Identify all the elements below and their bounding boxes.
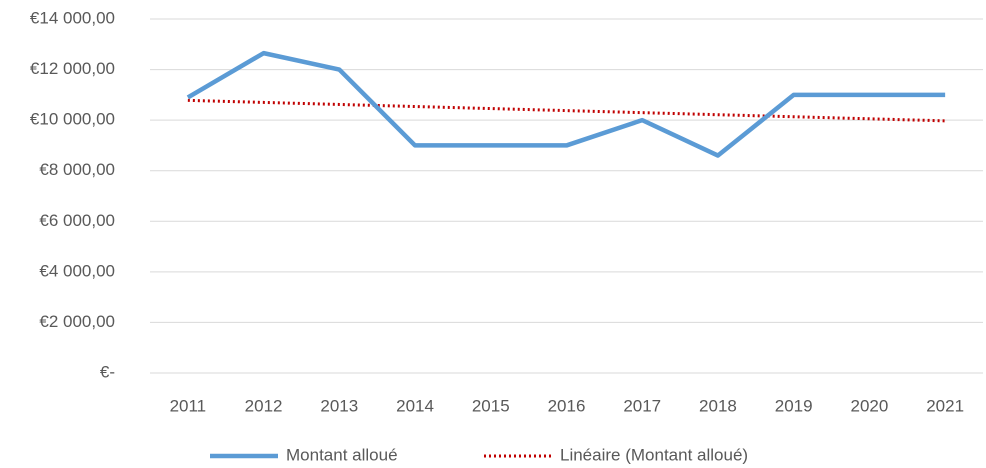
legend-label: Linéaire (Montant alloué) [560, 445, 748, 464]
x-tick-label: 2019 [775, 396, 813, 415]
x-tick-label: 2020 [850, 396, 888, 415]
x-tick-label: 2018 [699, 396, 737, 415]
series-line [187, 98, 946, 123]
y-tick-label: €14 000,00 [30, 8, 115, 27]
y-tick-label: €2 000,00 [39, 312, 115, 331]
x-tick-label: 2011 [170, 396, 207, 415]
x-tick-label: 2016 [548, 396, 586, 415]
y-tick-label: €- [100, 362, 115, 381]
x-tick-label: 2015 [472, 396, 510, 415]
x-tick-label: 2012 [245, 396, 283, 415]
x-tick-label: 2021 [926, 396, 964, 415]
y-tick-label: €4 000,00 [39, 261, 115, 280]
y-tick-label: €6 000,00 [39, 211, 115, 230]
series-line [186, 50, 946, 158]
y-tick-label: €8 000,00 [39, 160, 115, 179]
y-tick-label: €12 000,00 [30, 59, 115, 78]
x-tick-label: 2014 [396, 396, 434, 415]
legend-label: Montant alloué [286, 445, 398, 464]
y-tick-label: €10 000,00 [30, 110, 115, 129]
x-tick-label: 2017 [623, 396, 661, 415]
x-tick-label: 2013 [320, 396, 358, 415]
